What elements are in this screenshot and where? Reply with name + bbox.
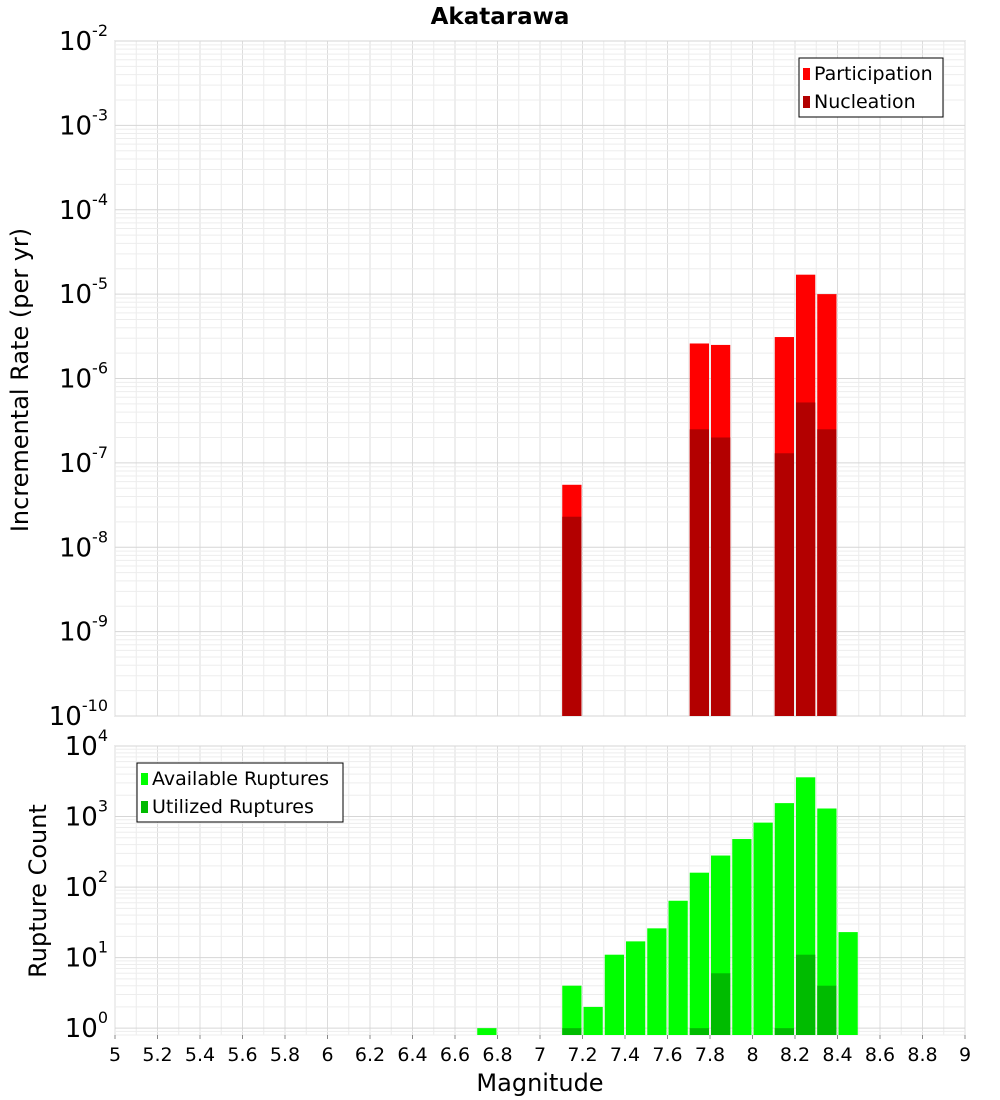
bottom-bar-series1 xyxy=(774,803,794,1035)
bottom-bar-series1 xyxy=(689,872,709,1035)
top-y-tick-label: 10-3 xyxy=(59,105,108,141)
bottom-bar-series1 xyxy=(668,900,688,1035)
bottom-y-axis-label: Rupture Count xyxy=(24,804,52,978)
top-legend-label: Nucleation xyxy=(814,91,916,113)
bottom-bar-series2 xyxy=(689,1028,709,1035)
x-tick-label: 8.2 xyxy=(780,1044,810,1066)
bottom-bar-series2 xyxy=(796,954,816,1035)
top-legend-swatch xyxy=(803,96,810,108)
bottom-bar-series1 xyxy=(838,932,858,1035)
top-y-tick-label: 10-7 xyxy=(59,443,108,479)
top-y-tick-label: 10-9 xyxy=(59,612,108,648)
top-y-tick-label: 10-8 xyxy=(59,527,108,563)
x-tick-label: 5.2 xyxy=(142,1044,172,1066)
top-y-axis-label: Incremental Rate (per yr) xyxy=(6,228,34,532)
bottom-legend-box xyxy=(136,762,344,823)
bottom-y-tick-label: 103 xyxy=(65,797,108,833)
top-y-tick-label: 10-5 xyxy=(59,274,108,310)
x-ticks: 5 5.2 5.4 5.6 5.8 6 6.2 6.4 6.6 6.8 7 7.2 7.4 7.6 7.8 8… xyxy=(109,1035,971,1066)
bottom-bar-series1 xyxy=(583,1006,603,1035)
x-tick-label: 5.6 xyxy=(227,1044,257,1066)
bottom-bar-series1 xyxy=(732,839,752,1035)
top-bar-series2 xyxy=(796,402,816,716)
bottom-y-tick-label: 101 xyxy=(65,938,108,974)
top-bar-series2 xyxy=(562,516,582,716)
x-tick-label: 7.6 xyxy=(652,1044,682,1066)
x-tick-label: 6 xyxy=(321,1044,333,1066)
x-axis-label: Magnitude xyxy=(476,1069,603,1097)
x-tick-label: 5 xyxy=(109,1044,121,1066)
top-y-ticks: 10-10 10-9 10-8 10-7 10-6 10-5 10-4 10-3 10-2 xyxy=(49,21,108,732)
x-tick-label: 7.8 xyxy=(695,1044,725,1066)
x-tick-label: 7 xyxy=(534,1044,546,1066)
top-bar-series2 xyxy=(711,437,731,716)
top-y-tick-label: 10-6 xyxy=(59,359,108,395)
bottom-y-tick-label: 102 xyxy=(65,867,108,903)
x-tick-label: 5.8 xyxy=(270,1044,300,1066)
top-legend-label: Participation xyxy=(814,63,933,85)
top-y-tick-label: 10-10 xyxy=(49,696,108,732)
top-grid xyxy=(114,40,966,717)
x-tick-label: 6.6 xyxy=(440,1044,470,1066)
bottom-legend-label: Available Ruptures xyxy=(152,768,329,790)
x-tick-label: 6.8 xyxy=(482,1044,512,1066)
bottom-bar-series2 xyxy=(562,1028,582,1035)
bottom-bar-series1 xyxy=(817,808,837,1035)
bottom-bars xyxy=(477,777,858,1035)
x-tick-label: 6.4 xyxy=(397,1044,427,1066)
top-legend-box xyxy=(798,57,944,118)
x-tick-label: 8.6 xyxy=(865,1044,895,1066)
bottom-bar-series1 xyxy=(753,822,773,1035)
bottom-bar-series1 xyxy=(604,954,624,1035)
bottom-y-tick-label: 104 xyxy=(65,726,108,762)
bottom-bar-series1 xyxy=(647,928,667,1035)
top-y-tick-label: 10-2 xyxy=(59,21,108,57)
bottom-bar-series1 xyxy=(477,1028,497,1035)
bottom-bar-series2 xyxy=(817,985,837,1035)
chart-title: Akatarawa xyxy=(431,4,570,30)
bottom-bar-series1 xyxy=(562,985,582,1035)
x-tick-label: 6.2 xyxy=(355,1044,385,1066)
bottom-legend-label: Utilized Ruptures xyxy=(152,796,314,818)
top-bar-series2 xyxy=(817,429,837,716)
top-legend-swatch xyxy=(803,68,810,80)
top-bar-series2 xyxy=(689,429,709,716)
bottom-bar-series1 xyxy=(626,941,646,1035)
bottom-y-tick-label: 100 xyxy=(65,1008,108,1044)
top-plot: 10-10 10-9 10-8 10-7 10-6 10-5 10-4 10-3 10-2 In… xyxy=(6,21,966,732)
top-bar-series2 xyxy=(774,453,794,716)
x-tick-label: 5.4 xyxy=(185,1044,215,1066)
top-legend: Participation Nucleation xyxy=(798,57,944,118)
bottom-bar-series2 xyxy=(711,973,731,1035)
bottom-plot: 100 101 102 103 104 5 5.2 5.4 5.6 5.8 6 6.2 6.4 6.6 6… xyxy=(24,726,971,1097)
bottom-y-ticks: 100 101 102 103 104 xyxy=(65,726,108,1044)
top-y-tick-label: 10-4 xyxy=(59,190,108,226)
x-tick-label: 8 xyxy=(746,1044,758,1066)
x-tick-label: 9 xyxy=(959,1044,971,1066)
bottom-legend: Available Ruptures Utilized Ruptures xyxy=(136,762,344,823)
bottom-legend-swatch xyxy=(141,801,148,813)
x-tick-label: 8.4 xyxy=(822,1044,852,1066)
bottom-legend-swatch xyxy=(141,773,148,785)
top-bars xyxy=(562,274,837,716)
x-tick-label: 7.2 xyxy=(567,1044,597,1066)
x-tick-label: 8.8 xyxy=(907,1044,937,1066)
x-tick-label: 7.4 xyxy=(610,1044,640,1066)
bottom-bar-series2 xyxy=(774,1028,794,1035)
